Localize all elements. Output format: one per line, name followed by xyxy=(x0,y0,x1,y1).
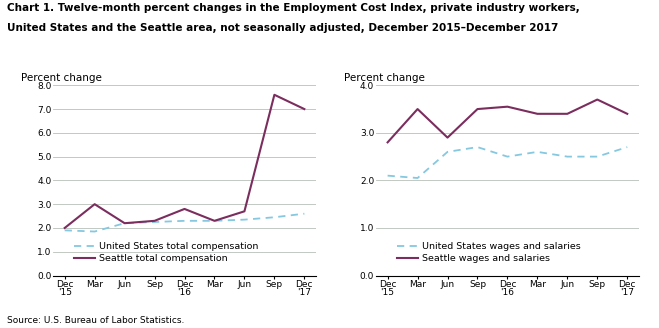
Seattle wages and salaries xyxy=(593,98,601,102)
Seattle wages and salaries xyxy=(503,105,511,109)
Seattle wages and salaries xyxy=(533,112,541,116)
Text: Chart 1. Twelve-month percent changes in the Employment Cost Index, private indu: Chart 1. Twelve-month percent changes in… xyxy=(7,3,579,13)
Seattle total compensation xyxy=(270,93,278,97)
Seattle total compensation xyxy=(61,226,69,230)
Seattle total compensation xyxy=(121,221,129,225)
United States wages and salaries xyxy=(444,150,451,154)
Line: Seattle total compensation: Seattle total compensation xyxy=(65,95,304,228)
Seattle total compensation xyxy=(241,209,248,213)
Seattle wages and salaries xyxy=(384,140,391,144)
Line: United States wages and salaries: United States wages and salaries xyxy=(387,147,627,178)
Legend: United States total compensation, Seattle total compensation: United States total compensation, Seattl… xyxy=(71,238,262,267)
Text: Percent change: Percent change xyxy=(344,73,425,83)
Line: Seattle wages and salaries: Seattle wages and salaries xyxy=(387,100,627,142)
United States total compensation xyxy=(270,215,278,219)
Seattle wages and salaries xyxy=(563,112,571,116)
United States wages and salaries xyxy=(533,150,541,154)
Seattle wages and salaries xyxy=(474,107,482,111)
United States wages and salaries xyxy=(563,155,571,159)
United States total compensation xyxy=(210,219,218,223)
United States total compensation xyxy=(91,230,99,234)
United States total compensation xyxy=(241,218,248,222)
Text: Percent change: Percent change xyxy=(21,73,102,83)
United States total compensation xyxy=(121,221,129,225)
Legend: United States wages and salaries, Seattle wages and salaries: United States wages and salaries, Seattl… xyxy=(393,238,585,267)
Seattle total compensation xyxy=(91,202,99,206)
Seattle total compensation xyxy=(181,207,188,211)
United States wages and salaries xyxy=(593,155,601,159)
United States wages and salaries xyxy=(474,145,482,149)
United States total compensation xyxy=(181,219,188,223)
Seattle wages and salaries xyxy=(623,112,631,116)
United States wages and salaries xyxy=(503,155,511,159)
Seattle total compensation xyxy=(301,107,308,111)
Seattle total compensation xyxy=(151,219,159,223)
Line: United States total compensation: United States total compensation xyxy=(65,214,304,232)
United States total compensation xyxy=(301,212,308,216)
Seattle wages and salaries xyxy=(414,107,422,111)
United States wages and salaries xyxy=(414,176,422,180)
United States wages and salaries xyxy=(623,145,631,149)
Text: Source: U.S. Bureau of Labor Statistics.: Source: U.S. Bureau of Labor Statistics. xyxy=(7,316,184,325)
Seattle wages and salaries xyxy=(444,136,451,140)
United States total compensation xyxy=(151,220,159,224)
Seattle total compensation xyxy=(210,219,218,223)
Text: United States and the Seattle area, not seasonally adjusted, December 2015–Decem: United States and the Seattle area, not … xyxy=(7,23,558,33)
United States total compensation xyxy=(61,228,69,232)
United States wages and salaries xyxy=(384,174,391,178)
